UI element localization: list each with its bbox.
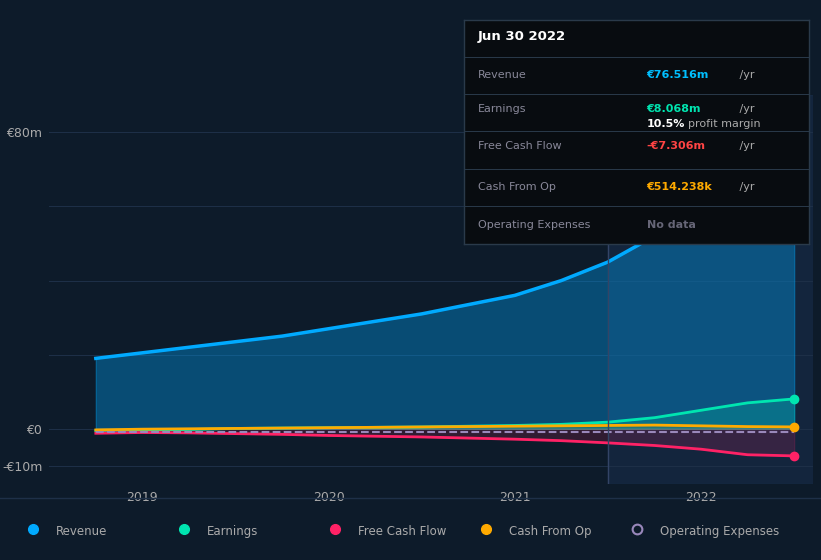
Text: /yr: /yr (736, 104, 754, 114)
Text: €514.238k: €514.238k (647, 182, 713, 192)
Text: Free Cash Flow: Free Cash Flow (478, 141, 562, 151)
Text: /yr: /yr (736, 70, 754, 80)
Text: /yr: /yr (736, 182, 754, 192)
Text: /yr: /yr (736, 141, 754, 151)
Text: Operating Expenses: Operating Expenses (478, 220, 590, 230)
Text: No data: No data (647, 220, 695, 230)
Text: Cash From Op: Cash From Op (478, 182, 556, 192)
Text: -€7.306m: -€7.306m (647, 141, 705, 151)
Text: Jun 30 2022: Jun 30 2022 (478, 30, 566, 43)
Text: Earnings: Earnings (207, 525, 259, 538)
Text: Free Cash Flow: Free Cash Flow (358, 525, 447, 538)
Text: 10.5%: 10.5% (647, 119, 685, 129)
Text: Operating Expenses: Operating Expenses (660, 525, 779, 538)
Text: Earnings: Earnings (478, 104, 526, 114)
Text: Cash From Op: Cash From Op (509, 525, 591, 538)
Text: €76.516m: €76.516m (647, 70, 709, 80)
Text: profit margin: profit margin (688, 119, 760, 129)
Text: Revenue: Revenue (56, 525, 108, 538)
Text: Revenue: Revenue (478, 70, 526, 80)
Text: €8.068m: €8.068m (647, 104, 701, 114)
Bar (608, 95, 821, 484)
